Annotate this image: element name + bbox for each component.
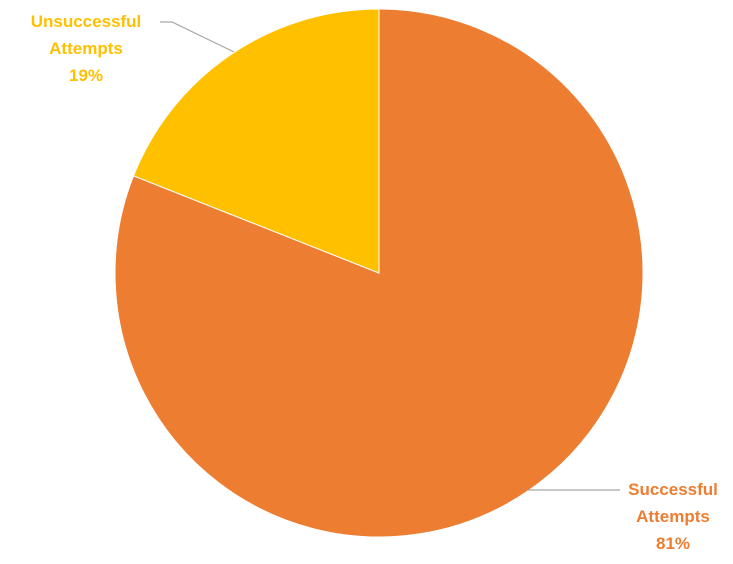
slice-label-successful-line1: Successful bbox=[628, 480, 718, 499]
slice-label-unsuccessful-percent: 19% bbox=[69, 66, 103, 85]
slice-label-unsuccessful: Unsuccessful Attempts 19% bbox=[31, 12, 142, 85]
slice-label-successful: Successful Attempts 81% bbox=[628, 480, 718, 553]
slice-label-successful-line2: Attempts bbox=[636, 507, 710, 526]
leader-lines bbox=[160, 21, 620, 491]
slice-label-unsuccessful-line1: Unsuccessful bbox=[31, 12, 142, 31]
slice-unsuccessful bbox=[132, 8, 380, 274]
pie-slices bbox=[114, 8, 644, 538]
slice-label-unsuccessful-line2: Attempts bbox=[49, 39, 123, 58]
leader-line-unsuccessful bbox=[160, 21, 235, 53]
slice-label-successful-percent: 81% bbox=[656, 534, 690, 553]
